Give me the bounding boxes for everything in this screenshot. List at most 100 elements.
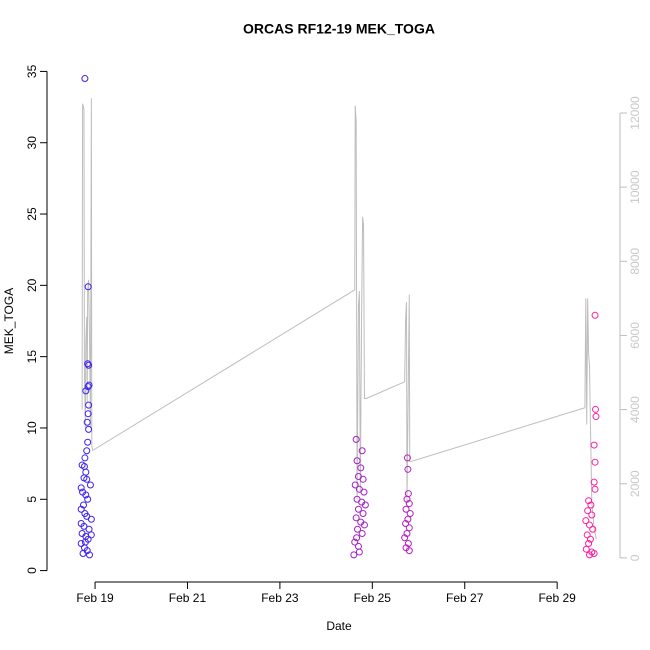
y2-tick-label: 2000 (628, 470, 642, 497)
data-point (591, 485, 599, 493)
data-point (83, 418, 91, 426)
data-point (590, 478, 598, 486)
data-point (86, 481, 94, 489)
data-point (85, 425, 93, 433)
data-point (86, 551, 94, 559)
altitude-line (81, 98, 597, 540)
y-axis-label: MEK_TOGA (2, 288, 16, 354)
data-point (354, 505, 362, 513)
data-point (84, 495, 92, 503)
data-point (592, 405, 600, 413)
data-point (82, 387, 90, 395)
data-point (354, 525, 362, 533)
data-point (87, 515, 95, 523)
data-point (360, 488, 368, 496)
data-point (358, 530, 366, 538)
data-point (404, 465, 412, 473)
data-point (586, 551, 594, 559)
data-point (402, 520, 410, 528)
data-point (406, 510, 414, 518)
data-point (351, 481, 359, 489)
data-point (85, 525, 93, 533)
y-tick-label: 10 (25, 421, 39, 435)
y2-tick-label: 4000 (628, 396, 642, 423)
data-point (358, 447, 366, 455)
x-tick-label: Feb 25 (354, 591, 392, 605)
data-point (360, 521, 368, 529)
data-point (591, 458, 599, 466)
chart-title: ORCAS RF12-19 MEK_TOGA (243, 21, 435, 37)
data-point (352, 514, 360, 522)
y2-tick-label: 10000 (628, 170, 642, 204)
data-point (587, 501, 595, 509)
x-tick-label: Feb 21 (169, 591, 207, 605)
data-point (359, 510, 367, 518)
data-point (85, 381, 93, 389)
data-point (77, 505, 85, 513)
data-point (590, 441, 598, 449)
data-point (404, 490, 412, 498)
data-point (582, 517, 590, 525)
data-point (81, 75, 89, 83)
data-point (359, 475, 367, 483)
data-point (405, 524, 413, 532)
data-point (354, 542, 362, 550)
data-point (355, 548, 363, 556)
data-point (589, 525, 597, 533)
y-tick-label: 15 (25, 350, 39, 364)
data-point (586, 535, 594, 543)
data-point (361, 501, 369, 509)
data-point (350, 551, 358, 559)
data-point (77, 484, 85, 492)
data-point (584, 507, 592, 515)
data-point (586, 521, 594, 529)
y-tick-label: 0 (25, 567, 39, 574)
data-point (591, 311, 599, 319)
x-tick-label: Feb 27 (446, 591, 484, 605)
data-point (85, 401, 93, 409)
data-point (357, 464, 365, 472)
data-point (402, 505, 410, 513)
x-tick-label: Feb 29 (538, 591, 576, 605)
y-tick-label: 25 (25, 207, 39, 221)
y-tick-label: 35 (25, 64, 39, 78)
data-point (353, 534, 361, 542)
data-point (588, 511, 596, 519)
y-tick-label: 5 (25, 496, 39, 503)
data-point (82, 491, 90, 499)
data-point (84, 438, 92, 446)
data-point (583, 531, 591, 539)
data-point (83, 447, 91, 455)
data-point (87, 531, 95, 539)
data-point (84, 283, 92, 291)
data-point (352, 435, 360, 443)
data-point (84, 410, 92, 418)
data-point (585, 539, 593, 547)
data-point (592, 413, 600, 421)
data-point (351, 538, 359, 546)
x-tick-label: Feb 19 (76, 591, 114, 605)
data-point (81, 454, 89, 462)
data-point (81, 538, 89, 546)
y2-tick-label: 12000 (628, 96, 642, 130)
data-point (590, 549, 598, 557)
data-point (405, 547, 413, 555)
data-point (353, 457, 361, 465)
y2-tick-label: 6000 (628, 322, 642, 349)
x-tick-label: Feb 23 (261, 591, 299, 605)
y-tick-label: 20 (25, 278, 39, 292)
data-point (83, 475, 91, 483)
data-point (79, 549, 87, 557)
data-point (403, 454, 411, 462)
data-point (84, 360, 92, 368)
y2-tick-label: 8000 (628, 248, 642, 275)
y2-tick-label: 0 (628, 554, 642, 561)
data-point (405, 500, 413, 508)
data-point (401, 534, 409, 542)
data-point (82, 468, 90, 476)
data-point (85, 361, 93, 369)
x-axis-label: Date (326, 619, 352, 633)
y-tick-label: 30 (25, 136, 39, 150)
data-point (80, 522, 88, 530)
